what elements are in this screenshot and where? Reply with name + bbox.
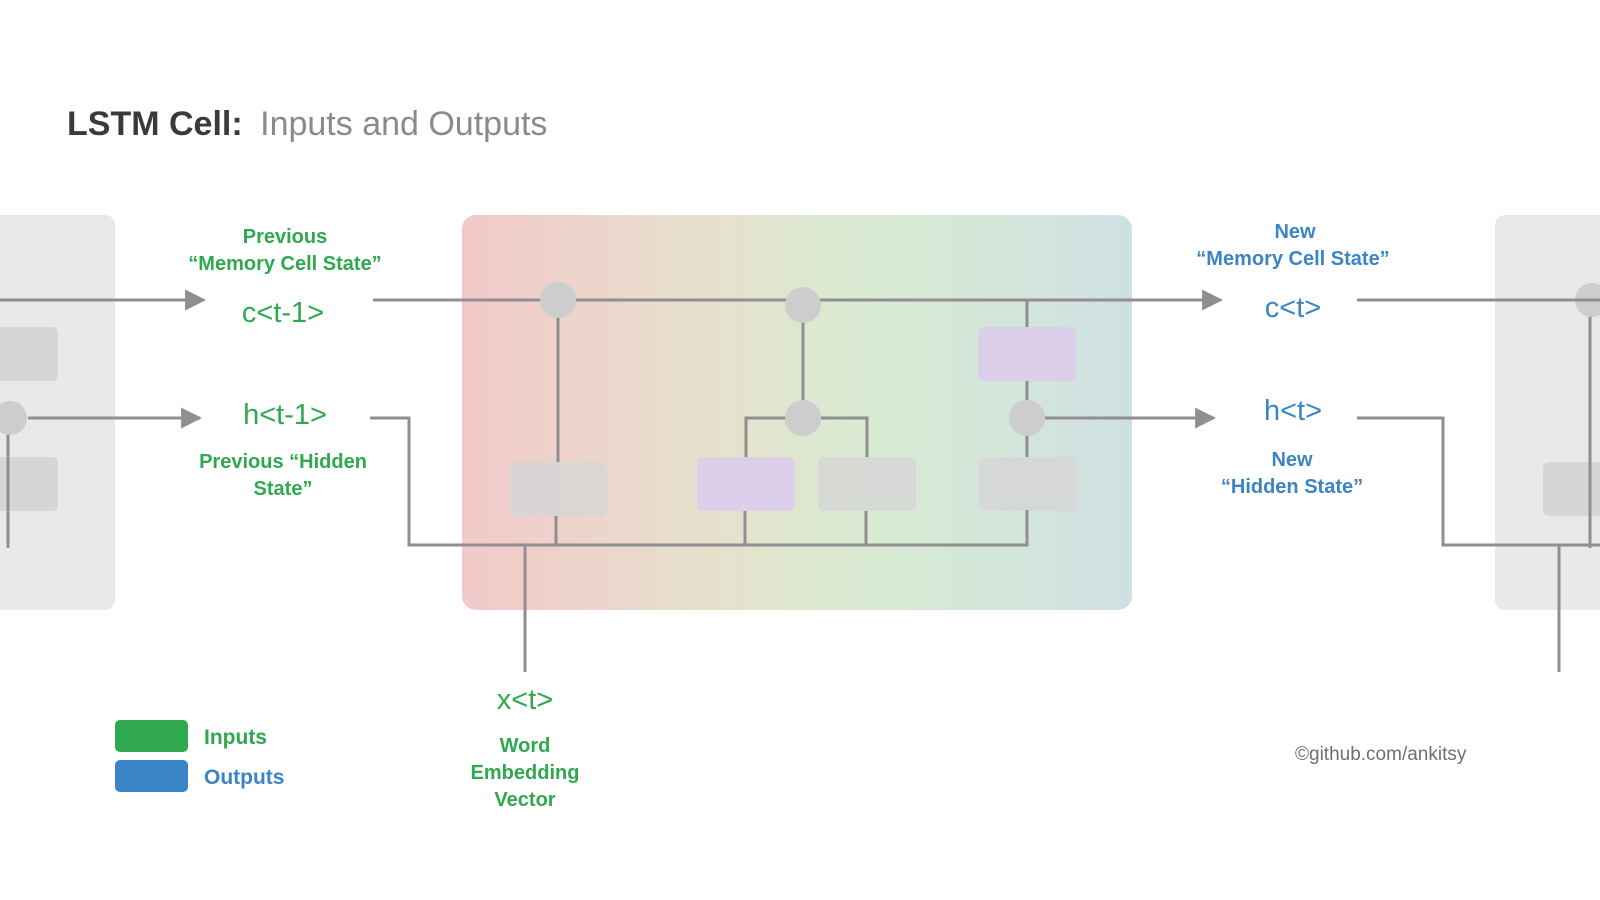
prev-cell-node: [0, 401, 27, 435]
new-memory-label-2: “Memory Cell State”: [1196, 248, 1389, 270]
prev-memory-label-2: “Memory Cell State”: [188, 253, 381, 275]
tanh-gate-purple: [978, 327, 1076, 381]
add-node: [785, 287, 821, 323]
legend-outputs-swatch: [115, 760, 188, 792]
word-label-3: Vector: [494, 789, 555, 811]
input-multiply-node: [785, 400, 821, 436]
new-hidden-var: h<t>: [1264, 395, 1322, 427]
new-memory-label-1: New: [1274, 221, 1316, 243]
word-label-2: Embedding: [471, 762, 580, 784]
prev-memory-var: c<t-1>: [242, 297, 324, 329]
prev-hidden-label-1: Previous “Hidden: [199, 451, 367, 473]
input-gate-gray: [818, 457, 916, 511]
new-memory-var: c<t>: [1265, 292, 1321, 324]
prev-hidden-label-2: State”: [254, 478, 313, 500]
title-light: Inputs and Outputs: [260, 105, 547, 143]
prev-cell-gate-bottom: [0, 457, 58, 511]
output-gate: [978, 457, 1076, 511]
forget-multiply-node: [540, 282, 576, 318]
legend-inputs-label: Inputs: [204, 726, 267, 749]
next-cell-gate: [1543, 462, 1600, 516]
new-hidden-label-2: “Hidden State”: [1221, 476, 1363, 498]
new-hidden-label-1: New: [1271, 449, 1313, 471]
input-gate-purple: [697, 457, 795, 511]
output-multiply-node: [1009, 400, 1045, 436]
previous-cell: [0, 215, 115, 610]
next-cell: [1495, 215, 1600, 610]
word-label-1: Word: [500, 735, 551, 757]
title-bold: LSTM Cell:: [67, 105, 243, 143]
credit: ©github.com/ankitsy: [1295, 744, 1467, 765]
page-title: LSTM Cell: Inputs and Outputs: [67, 105, 547, 143]
prev-cell-gate-top: [0, 327, 58, 381]
prev-hidden-var: h<t-1>: [243, 399, 327, 431]
word-var: x<t>: [497, 684, 553, 716]
prev-memory-label-1: Previous: [243, 226, 327, 248]
forget-gate: [509, 462, 607, 516]
legend-inputs-swatch: [115, 720, 188, 752]
legend-outputs-label: Outputs: [204, 766, 284, 789]
